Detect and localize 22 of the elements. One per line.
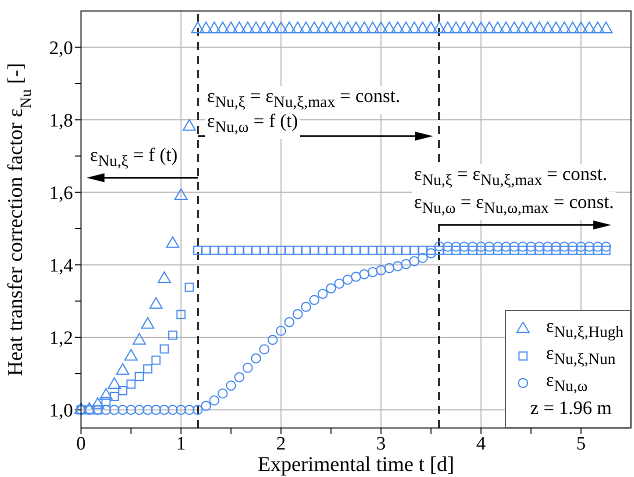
x-tick-label: 1 xyxy=(176,433,186,454)
x-tick-label: 0 xyxy=(76,433,86,454)
annotation: ε$_{Nu,ω}$ = ε$_{Nu,ω,max}$ = const. xyxy=(412,192,616,220)
annotation: ε$_{Nu,ξ}$ = ε$_{Nu,ξ,max}$ = const. xyxy=(207,86,400,111)
x-axis-title: Experimental time t [d] xyxy=(258,452,454,476)
y-tick-label: 1,0 xyxy=(49,400,73,422)
annotation: ε$_{Nu,ξ}$ = f (t) xyxy=(88,145,180,173)
annotation: z = 1.96 m xyxy=(529,398,613,420)
y-tick-label: 1,4 xyxy=(49,256,74,277)
y-tick-label: 1,2 xyxy=(49,328,73,350)
x-tick-label: 3 xyxy=(376,433,386,454)
legend-label: ε$_{Nu,ξ,Hugh}$ xyxy=(546,316,624,342)
annotation: ε$_{Nu,ω}$ = f (t) xyxy=(205,111,300,139)
x-tick-label: 5 xyxy=(576,433,586,454)
legend-label: ε$_{Nu,ξ,Nun}$ xyxy=(546,342,616,368)
y-tick-label: 1,6 xyxy=(49,183,73,204)
annotation: ε$_{Nu,ξ}$ = ε$_{Nu,ξ,max}$ = const. xyxy=(412,164,610,192)
x-tick-label: 2 xyxy=(276,433,286,454)
x-tick-label: 4 xyxy=(476,433,486,454)
legend-label: ε$_{Nu,ω}$ xyxy=(546,370,588,396)
y-tick-label: 2,0 xyxy=(49,38,73,60)
y-tick-label: 1,8 xyxy=(49,110,73,132)
